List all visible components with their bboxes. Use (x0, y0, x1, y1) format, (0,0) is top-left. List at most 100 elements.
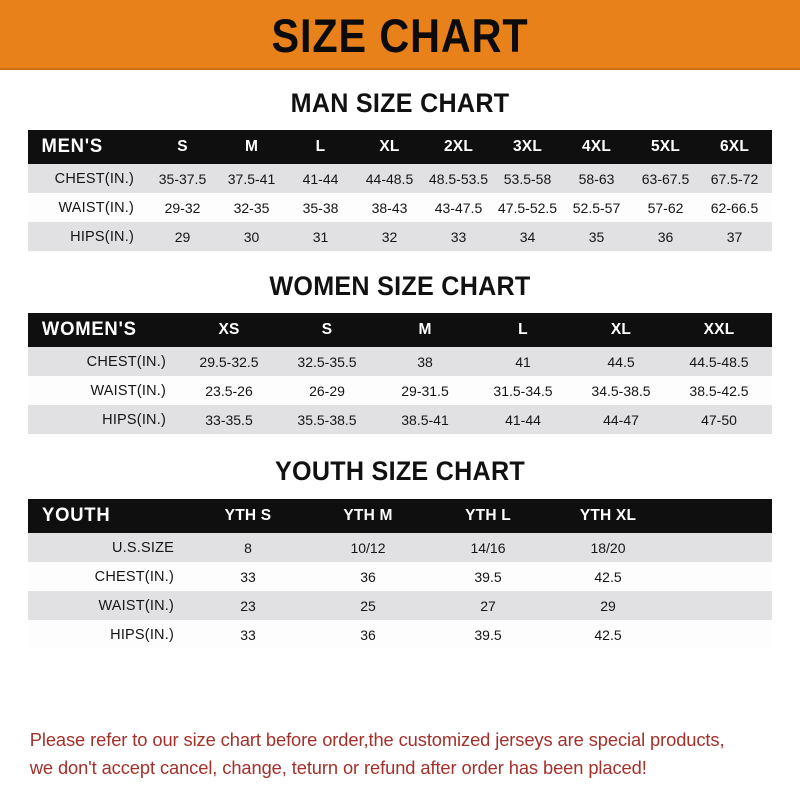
table-cell: 38.5-41 (401, 411, 449, 428)
table-cell: 44.5 (607, 353, 635, 370)
footer-note-line-1: Please refer to our size chart before or… (29, 729, 725, 750)
table-row: WAIST(IN.) 29-32 32-35 35-38 38-43 43-47.5 47.… (28, 193, 772, 222)
men-column-header-6xl: 6XL (719, 138, 750, 155)
table-cell: 48.5-53.5 (428, 170, 489, 187)
women-column-header-m: M (418, 321, 432, 338)
table-cell: 29 (174, 228, 191, 245)
table-cell: 33-35.5 (205, 411, 253, 428)
table-row: WAIST(IN.) 23.5-26 26-29 29-31.5 31.5-34.5 34… (28, 376, 772, 405)
youth-header-row: YOUTH YTH S YTH M YTH L YTH XL (28, 499, 772, 533)
men-header-filler (769, 130, 772, 164)
page-banner: SIZE CHART (0, 0, 800, 70)
table-cell: 47.5-52.5 (497, 199, 558, 216)
table-cell: 25 (360, 597, 376, 614)
men-row-label: CHEST(IN.) (54, 170, 134, 187)
table-cell: 27 (480, 597, 496, 614)
table-cell-filler (668, 620, 772, 649)
youth-row-label: HIPS(IN.) (110, 626, 174, 643)
table-cell: 23 (240, 597, 256, 614)
women-section: WOMEN SIZE CHART WOMEN'S XS S M L XL XXL CHEST… (0, 273, 800, 434)
youth-column-header-yth-xl: YTH XL (579, 507, 637, 524)
table-cell: 31.5-34.5 (493, 382, 553, 399)
table-cell: 30 (243, 228, 260, 245)
table-cell: 18/20 (590, 539, 626, 556)
youth-lead-header: YOUTH (42, 505, 111, 526)
women-header-filler (768, 313, 772, 347)
women-column-header-s: S (321, 321, 333, 338)
table-cell: 29-31.5 (401, 382, 449, 399)
women-column-header-xs: XS (218, 321, 240, 338)
table-cell: 41 (515, 353, 531, 370)
table-cell: 29.5-32.5 (199, 353, 259, 370)
men-column-header-3xl: 3XL (512, 138, 543, 155)
youth-table-wrapper: YOUTH YTH S YTH M YTH L YTH XL U.S.SIZE 8 10/1… (28, 499, 772, 649)
women-header-row: WOMEN'S XS S M L XL XXL (28, 313, 772, 347)
table-cell: 52.5-57 (572, 199, 621, 216)
table-cell: 39.5 (474, 568, 502, 585)
table-cell-filler (768, 347, 772, 376)
youth-column-header-yth-m: YTH M (343, 507, 393, 524)
youth-table-head: YOUTH YTH S YTH M YTH L YTH XL (28, 499, 772, 533)
table-cell: 35.5-38.5 (297, 411, 357, 428)
youth-column-header-yth-l: YTH L (465, 507, 511, 524)
table-cell: 47-50 (701, 411, 737, 428)
footer-note: Please refer to our size chart before or… (4, 726, 796, 782)
men-size-table: MEN'S S M L XL 2XL 3XL 4XL 5XL 6XL CHEST(IN.) 35-3… (28, 130, 772, 251)
table-cell: 34 (519, 228, 536, 245)
table-cell: 31 (312, 228, 329, 245)
men-row-label: HIPS(IN.) (70, 228, 134, 245)
table-row: CHEST(IN.) 33 36 39.5 42.5 (28, 562, 772, 591)
table-cell: 37 (726, 228, 743, 245)
youth-section-title: YOUTH SIZE CHART (275, 456, 525, 486)
table-cell: 14/16 (470, 539, 506, 556)
table-cell: 32.5-35.5 (297, 353, 357, 370)
table-cell: 53.5-58 (503, 170, 552, 187)
table-cell-filler (668, 562, 772, 591)
table-row: HIPS(IN.) 33 36 39.5 42.5 (28, 620, 772, 649)
men-column-header-2xl: 2XL (443, 138, 474, 155)
table-cell: 34.5-38.5 (591, 382, 651, 399)
table-cell: 23.5-26 (205, 382, 253, 399)
table-cell: 57-62 (647, 199, 684, 216)
table-cell: 35 (588, 228, 605, 245)
table-cell: 38 (417, 353, 433, 370)
table-cell: 36 (360, 568, 376, 585)
youth-column-header-yth-s: YTH S (224, 507, 272, 524)
table-cell: 33 (240, 626, 256, 643)
women-lead-header: WOMEN'S (41, 319, 137, 340)
table-cell: 29 (600, 597, 616, 614)
women-section-title: WOMEN SIZE CHART (269, 271, 531, 301)
women-table-wrapper: WOMEN'S XS S M L XL XXL CHEST(IN.) 29.5-32.5 32.… (28, 313, 772, 434)
table-cell: 38.5-42.5 (689, 382, 749, 399)
table-cell: 8 (244, 539, 252, 556)
men-column-header-4xl: 4XL (581, 138, 612, 155)
table-row: U.S.SIZE 8 10/12 14/16 18/20 (28, 533, 772, 562)
table-row: WAIST(IN.) 23 25 27 29 (28, 591, 772, 620)
table-cell-filler (769, 222, 772, 251)
table-cell: 44-47 (603, 411, 639, 428)
table-cell: 32-35 (233, 199, 270, 216)
table-cell: 41-44 (302, 170, 339, 187)
men-lead-header: MEN'S (41, 136, 103, 157)
youth-size-table: YOUTH YTH S YTH M YTH L YTH XL U.S.SIZE 8 10/1… (28, 499, 772, 649)
men-section-title: MAN SIZE CHART (290, 88, 510, 118)
table-cell-filler (668, 533, 772, 562)
women-row-label: CHEST(IN.) (86, 353, 166, 370)
table-cell-filler (769, 164, 772, 193)
men-column-header-xl: XL (379, 138, 400, 155)
table-cell-filler (768, 376, 772, 405)
table-cell: 44-48.5 (365, 170, 414, 187)
table-cell: 37.5-41 (227, 170, 276, 187)
table-cell-filler (768, 405, 772, 434)
men-row-label: WAIST(IN.) (58, 199, 134, 216)
table-cell: 38-43 (371, 199, 408, 216)
men-column-header-m: M (244, 138, 259, 155)
table-cell: 67.5-72 (710, 170, 759, 187)
page-title: SIZE CHART (271, 8, 529, 62)
table-row: CHEST(IN.) 35-37.5 37.5-41 41-44 44-48.5 48.5… (28, 164, 772, 193)
women-table-head: WOMEN'S XS S M L XL XXL (28, 313, 772, 347)
footer-note-line-2: we don't accept cancel, change, teturn o… (29, 757, 647, 778)
table-cell: 32 (381, 228, 398, 245)
women-size-table: WOMEN'S XS S M L XL XXL CHEST(IN.) 29.5-32.5 32.… (28, 313, 772, 434)
